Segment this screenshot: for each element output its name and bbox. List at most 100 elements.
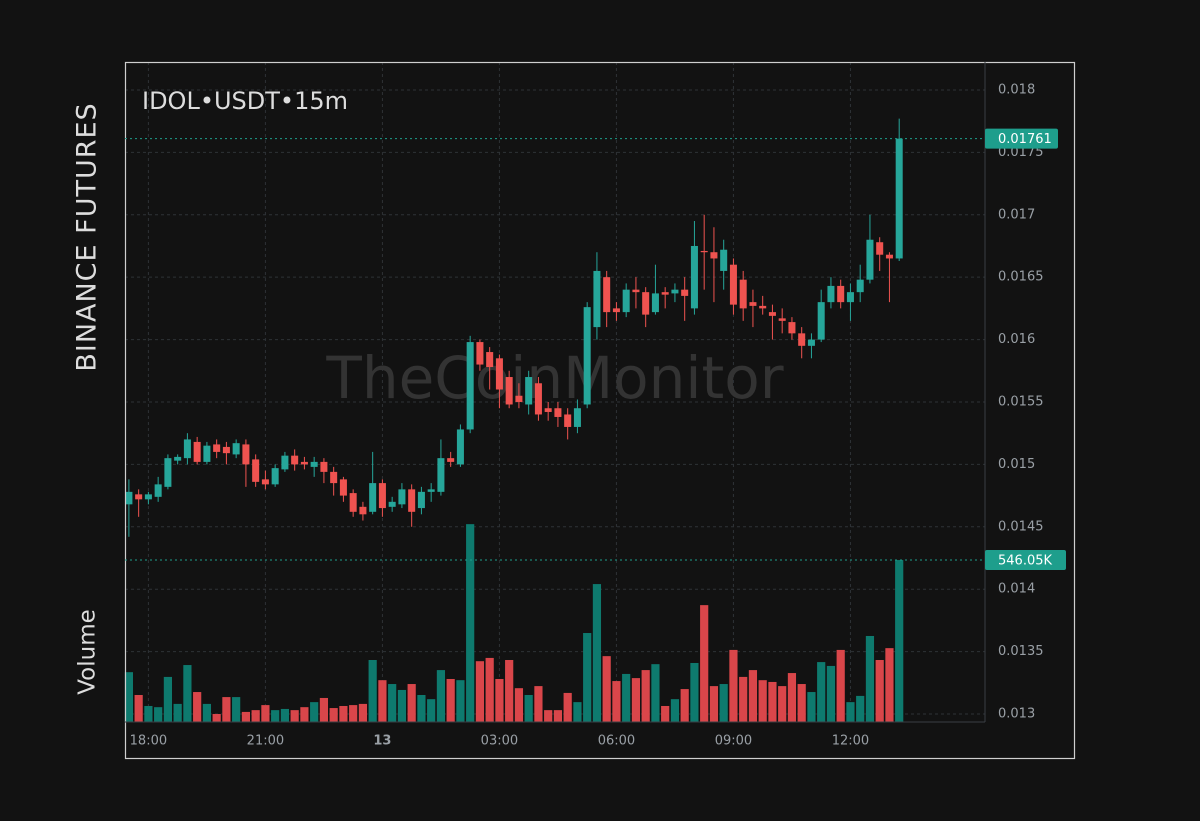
volume-bar [485, 657, 494, 722]
candle-body [827, 285, 835, 303]
candle-body [427, 489, 435, 492]
volume-bar [261, 705, 270, 722]
volume-bar [378, 680, 387, 722]
volume-bar [290, 710, 299, 722]
volume-bar [388, 684, 397, 722]
volume-bar [895, 560, 904, 722]
volume-bar [836, 649, 845, 722]
candle-body [447, 458, 455, 462]
candle-body [515, 395, 523, 402]
y-tick-label: 0.0165 [998, 270, 1044, 285]
volume-bar [553, 710, 563, 722]
x-tick-label: 12:00 [832, 734, 869, 749]
volume-bar [232, 697, 241, 722]
candle-body [330, 471, 338, 484]
volume-bar [807, 692, 816, 722]
candle-body [632, 289, 640, 293]
volume-bar [748, 670, 758, 722]
volume-bar [846, 702, 855, 722]
exchange-label: BINANCE FUTURES [72, 102, 103, 371]
candle-body [388, 501, 396, 507]
volume-bar [358, 703, 368, 722]
volume-bar [875, 660, 884, 722]
candle-body [320, 461, 328, 472]
volume-bar [339, 705, 348, 722]
volume-bar [856, 695, 865, 722]
volume-bar [680, 689, 689, 722]
volume-bar [865, 635, 875, 722]
volume-bar [280, 708, 290, 722]
x-tick-label: 13 [373, 734, 391, 749]
candle-body [583, 307, 591, 405]
y-tick-label: 0.0155 [998, 394, 1044, 409]
candle-body [749, 302, 757, 306]
volume-bar [826, 665, 836, 722]
volume-bar [514, 688, 524, 722]
candle-body [759, 305, 767, 309]
candle-body [417, 491, 425, 509]
y-tick-label: 0.016 [998, 332, 1035, 347]
volume-bar [602, 656, 611, 722]
price-label: 0.01761 [998, 132, 1052, 147]
candle-body [378, 483, 386, 509]
candle-body [573, 408, 581, 427]
volume-axis-title: Volume [75, 609, 101, 695]
volume-bar [505, 660, 514, 722]
candle-body [164, 458, 172, 487]
candle-body [125, 491, 133, 505]
candle-body [349, 493, 357, 512]
volume-bar [436, 670, 446, 722]
x-tick-label: 06:00 [598, 734, 635, 749]
candle-body [729, 264, 737, 305]
candle-body [593, 270, 601, 328]
volume-bar [407, 684, 416, 722]
candle-body [622, 289, 630, 313]
volume-bar [700, 605, 709, 722]
candle-body [291, 455, 299, 465]
y-tick-label: 0.0145 [998, 519, 1044, 534]
candle-body [213, 444, 221, 452]
volume-bar [709, 686, 719, 722]
candle-body [281, 455, 289, 470]
candle-body [710, 252, 718, 259]
volume-bar [456, 680, 465, 722]
candle-body [661, 292, 669, 295]
candle-body [398, 489, 406, 505]
candle-body [369, 483, 377, 512]
volume-bar [885, 648, 894, 722]
candle-body [252, 459, 260, 482]
volume-bar [271, 710, 280, 722]
volume-bar [212, 713, 221, 722]
candle-body [495, 358, 503, 390]
candle-body [193, 441, 201, 462]
volume-bar [797, 684, 806, 722]
candle-body [534, 383, 542, 415]
candle-body [788, 322, 796, 334]
volume-bar [466, 524, 475, 722]
volume-bar [592, 584, 602, 722]
candle-body [642, 292, 650, 315]
volume-bar [690, 662, 699, 722]
chart-title: IDOL•USDT•15m [142, 87, 348, 115]
candle-body [564, 414, 572, 427]
candle-body [866, 239, 874, 280]
candle-body [778, 318, 786, 321]
volume-bar [427, 699, 436, 722]
candle-body [768, 312, 776, 316]
candle-body [720, 249, 728, 271]
volume-bar [729, 649, 738, 722]
candle-body [408, 489, 416, 512]
candle-body [222, 446, 230, 454]
volume-bar [583, 633, 592, 722]
candle-body [544, 408, 552, 412]
candle-body [154, 484, 162, 497]
candle-body [232, 443, 240, 455]
volume-label: 546.05K [998, 554, 1052, 569]
candle-body [807, 339, 815, 346]
volume-bar [475, 661, 485, 722]
candle-body [837, 285, 845, 303]
volume-bar [417, 695, 426, 722]
volume-bar [612, 681, 621, 722]
